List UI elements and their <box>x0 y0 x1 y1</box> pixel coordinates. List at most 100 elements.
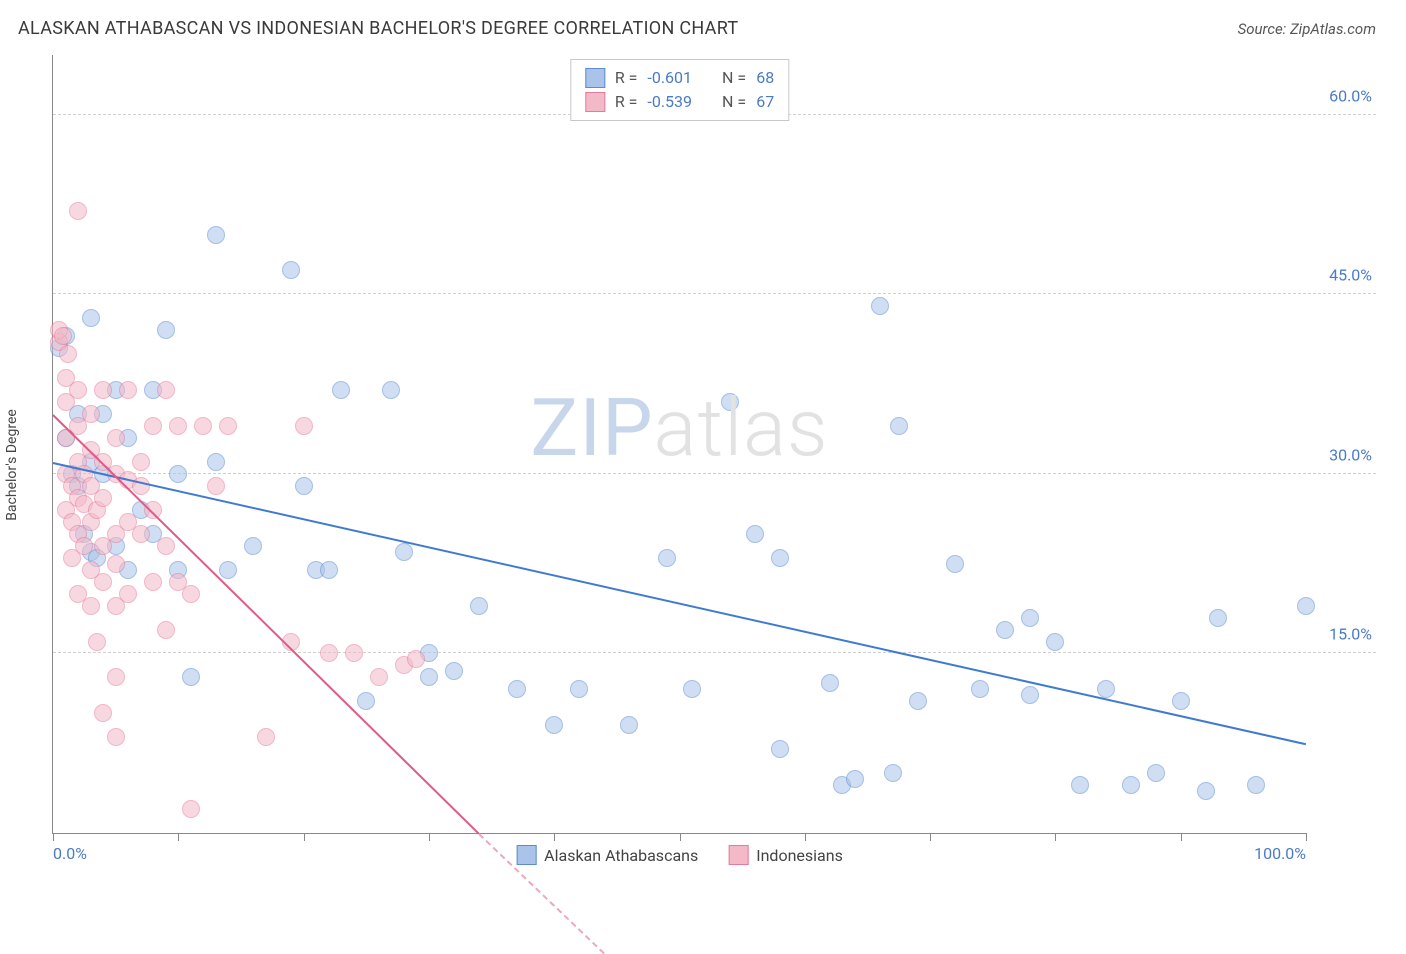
scks-point <box>144 573 162 591</box>
scks-point <box>207 453 225 471</box>
scks-point <box>94 381 112 399</box>
scks-point <box>721 393 739 411</box>
x-tick <box>429 833 430 841</box>
x-tick <box>1055 833 1056 841</box>
source-attribution: Source: ZipAtlas.com <box>1238 20 1376 38</box>
scks-point <box>69 381 87 399</box>
scks-point <box>771 740 789 758</box>
scks-point <box>94 704 112 722</box>
scks-point <box>445 662 463 680</box>
series-name: Indonesians <box>756 846 843 865</box>
scks-point <box>890 417 908 435</box>
scks-point <box>884 764 902 782</box>
scks-point <box>1209 609 1227 627</box>
x-tick <box>304 833 305 841</box>
scks-point <box>395 543 413 561</box>
legend-stat-row: R =-0.601N =68 <box>585 66 774 90</box>
scks-point <box>207 477 225 495</box>
gridline-h <box>53 473 1376 474</box>
y-tick-label: 15.0% <box>1329 625 1372 644</box>
scks-point <box>470 597 488 615</box>
legend-swatch <box>728 845 748 865</box>
scks-point <box>59 345 77 363</box>
legend-series: Alaskan Athabascans Indonesians <box>516 845 843 865</box>
scks-point <box>54 327 72 345</box>
y-axis-label: Bachelor's Degree <box>4 409 20 521</box>
scks-point <box>971 680 989 698</box>
scks-point <box>1172 692 1190 710</box>
scks-point <box>219 561 237 579</box>
scks-point <box>658 549 676 567</box>
scks-point <box>1197 782 1215 800</box>
y-tick-label: 45.0% <box>1329 266 1372 285</box>
legend-swatch <box>585 92 605 112</box>
scks-point <box>332 381 350 399</box>
legend-series-item: Alaskan Athabascans <box>516 845 698 865</box>
watermark: ZIPatlas <box>530 381 828 475</box>
scks-point <box>420 668 438 686</box>
scks-point <box>157 381 175 399</box>
scks-point <box>182 585 200 603</box>
scks-point <box>846 770 864 788</box>
scks-point <box>871 297 889 315</box>
x-tick <box>680 833 681 841</box>
n-label: N = <box>722 90 746 114</box>
scks-point <box>132 525 150 543</box>
scks-point <box>382 381 400 399</box>
gridline-h <box>53 293 1376 294</box>
scks-point <box>1071 776 1089 794</box>
scks-point <box>82 597 100 615</box>
scks-point <box>508 680 526 698</box>
scks-point <box>157 537 175 555</box>
x-tick <box>930 833 931 841</box>
scks-point <box>144 501 162 519</box>
scks-point <box>320 644 338 662</box>
scks-point <box>107 668 125 686</box>
scks-point <box>1046 633 1064 651</box>
scks-point <box>157 321 175 339</box>
legend-swatch <box>516 845 536 865</box>
scks-point <box>320 561 338 579</box>
y-tick-label: 60.0% <box>1329 86 1372 105</box>
gridline-h <box>53 652 1376 653</box>
scks-point <box>94 489 112 507</box>
x-tick <box>53 833 54 841</box>
scks-point <box>370 668 388 686</box>
n-value: 67 <box>756 90 774 114</box>
scks-point <box>182 800 200 818</box>
scks-point <box>620 716 638 734</box>
scks-point <box>345 644 363 662</box>
scks-point <box>194 417 212 435</box>
scks-point <box>1021 609 1039 627</box>
scks-point <box>821 674 839 692</box>
r-label: R = <box>615 90 638 114</box>
scks-point <box>545 716 563 734</box>
scks-point <box>1247 776 1265 794</box>
x-tick-label: 0.0% <box>53 844 87 863</box>
scks-point <box>683 680 701 698</box>
x-tick-label: 100.0% <box>1254 844 1306 863</box>
y-tick-label: 30.0% <box>1329 445 1372 464</box>
scks-point <box>746 525 764 543</box>
scks-point <box>282 261 300 279</box>
legend-series-item: Indonesians <box>728 845 843 865</box>
scks-point <box>1021 686 1039 704</box>
x-tick <box>554 833 555 841</box>
scks-point <box>771 549 789 567</box>
scks-point <box>357 692 375 710</box>
scks-point <box>219 417 237 435</box>
scks-point <box>169 417 187 435</box>
scks-point <box>1097 680 1115 698</box>
scks-point <box>132 453 150 471</box>
x-tick <box>178 833 179 841</box>
scks-point <box>69 202 87 220</box>
scks-point <box>407 650 425 668</box>
scks-point <box>75 537 93 555</box>
scks-point <box>946 555 964 573</box>
scks-point <box>996 621 1014 639</box>
r-value: -0.601 <box>647 66 692 90</box>
scks-point <box>182 668 200 686</box>
scks-point <box>88 633 106 651</box>
scks-point <box>257 728 275 746</box>
scks-point <box>107 555 125 573</box>
